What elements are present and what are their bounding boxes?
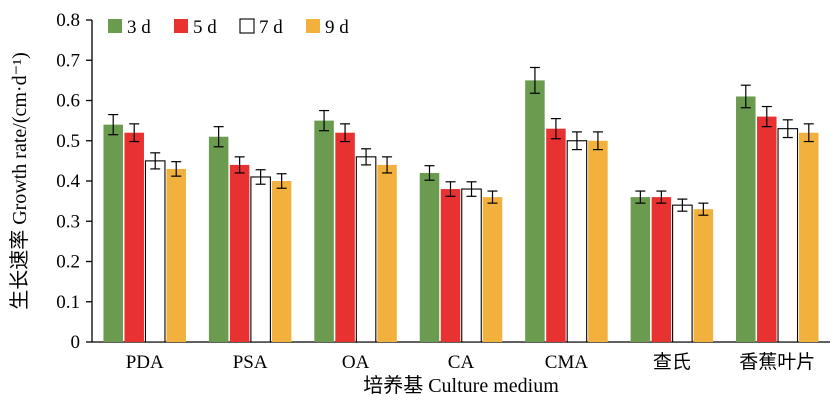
- bar-3d-4: [525, 80, 545, 342]
- legend-label-9d: 9 d: [325, 17, 349, 38]
- bar-5d-3: [440, 189, 461, 342]
- bar-7d-1: [250, 176, 271, 343]
- bars-group: [103, 80, 819, 343]
- bar-9d-5: [693, 209, 714, 342]
- y-tick-label: 0.3: [56, 211, 80, 232]
- bar-9d-4: [588, 140, 608, 342]
- y-tick-label: 0.5: [56, 131, 80, 152]
- bar-5d-4: [546, 128, 566, 342]
- bar-7d-0: [144, 160, 166, 343]
- bar-3d-2: [314, 120, 334, 342]
- legend-label-5d: 5 d: [193, 17, 217, 38]
- bar-5d-5: [651, 197, 672, 342]
- legend-swatch-5d: [174, 19, 188, 33]
- x-tick-label: PDA: [126, 352, 164, 373]
- bar-7d-4: [566, 140, 588, 343]
- bar-5d-1: [229, 164, 250, 342]
- y-tick-label: 0.2: [56, 252, 80, 273]
- bar-7d-6: [777, 128, 799, 343]
- x-tick-label: 查氏: [653, 351, 691, 373]
- x-tick-label: CA: [448, 352, 475, 373]
- bar-3d-1: [208, 136, 229, 342]
- legend-swatch-9d: [306, 19, 320, 33]
- y-tick-label: 0.6: [56, 91, 80, 112]
- error-bars-group: [108, 66, 814, 216]
- bar-3d-5: [630, 197, 651, 342]
- bar-3d-3: [419, 172, 440, 342]
- legend: 3 d 5 d 7 d 9 d: [108, 17, 349, 38]
- bar-7d-3: [461, 188, 482, 343]
- y-tick-label: 0.7: [56, 50, 80, 71]
- bar-5d-2: [335, 132, 355, 342]
- bar-7d-5: [672, 204, 693, 343]
- y-tick-label: 0.1: [56, 292, 80, 313]
- bar-9d-2: [377, 164, 397, 342]
- x-axis-title: 培养基 Culture medium: [363, 374, 559, 397]
- bar-5d-6: [757, 116, 777, 342]
- y-tick-label: 0: [71, 332, 81, 353]
- bar-9d-0: [166, 168, 186, 342]
- bar-9d-1: [271, 181, 292, 342]
- x-tick-label: PSA: [233, 352, 268, 373]
- y-tick-label: 0.8: [56, 10, 80, 31]
- y-axis-title: 生长速率 Growth rate/(cm·d⁻¹): [8, 52, 31, 310]
- bar-9d-3: [482, 197, 503, 342]
- x-tick-labels: PDA PSA OA CA CMA 查氏 香蕉叶片: [126, 351, 816, 373]
- y-tick-labels: 0 0.1 0.2 0.3 0.4 0.5 0.6 0.7 0.8: [56, 10, 80, 353]
- legend-swatch-7d: [239, 18, 255, 34]
- legend-swatch-3d: [108, 19, 122, 33]
- x-tick-label: 香蕉叶片: [739, 351, 815, 373]
- bar-3d-6: [736, 96, 756, 342]
- y-tick-label: 0.4: [56, 171, 80, 192]
- x-tick-label: CMA: [545, 352, 589, 373]
- bar-5d-0: [124, 132, 144, 342]
- bar-9d-6: [799, 132, 819, 342]
- bar-3d-0: [103, 124, 123, 343]
- legend-label-3d: 3 d: [127, 17, 151, 38]
- x-tick-label: OA: [342, 352, 370, 373]
- legend-label-7d: 7 d: [259, 17, 283, 38]
- bar-7d-2: [355, 156, 377, 343]
